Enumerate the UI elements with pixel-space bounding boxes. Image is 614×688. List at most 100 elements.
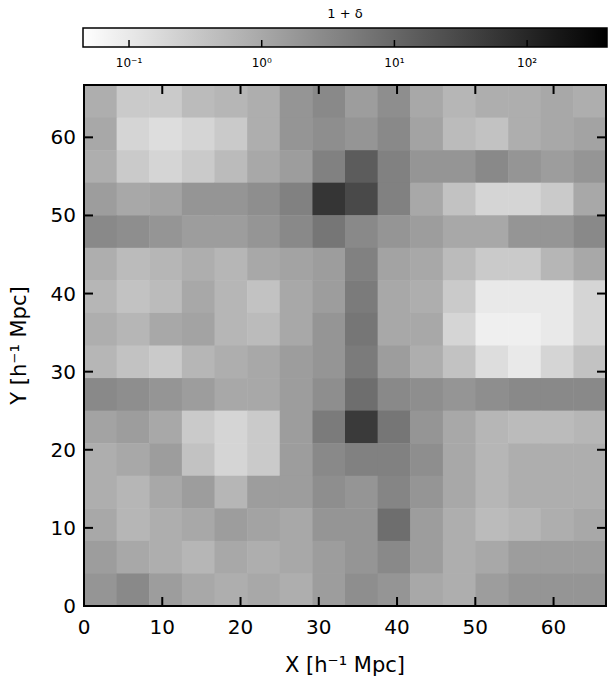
density-cell bbox=[508, 215, 541, 248]
density-cell bbox=[410, 248, 443, 281]
density-cell bbox=[508, 443, 541, 476]
density-cell bbox=[182, 443, 215, 476]
density-cell bbox=[215, 541, 248, 574]
density-cell bbox=[573, 508, 606, 541]
density-cell bbox=[573, 183, 606, 216]
y-tick-right bbox=[597, 527, 606, 529]
x-tick bbox=[396, 597, 398, 606]
density-cell bbox=[149, 346, 182, 379]
density-cell bbox=[182, 85, 215, 118]
density-cell bbox=[541, 85, 574, 118]
density-cell bbox=[443, 118, 476, 151]
density-cell bbox=[149, 85, 182, 118]
density-cell bbox=[378, 150, 411, 183]
density-cell bbox=[476, 215, 509, 248]
density-cell bbox=[215, 443, 248, 476]
density-cell bbox=[410, 313, 443, 346]
density-cell bbox=[345, 346, 378, 379]
density-cell bbox=[215, 476, 248, 509]
density-cell bbox=[378, 573, 411, 606]
density-cell bbox=[247, 313, 280, 346]
density-cell bbox=[476, 118, 509, 151]
colorbar-tick bbox=[526, 40, 528, 47]
x-tick bbox=[83, 597, 85, 606]
density-cell bbox=[508, 118, 541, 151]
x-tick-top bbox=[553, 85, 555, 94]
density-cell bbox=[541, 411, 574, 444]
y-axis-label: Y [h⁻¹ Mpc] bbox=[7, 286, 31, 405]
density-cell bbox=[84, 85, 117, 118]
density-cell bbox=[149, 541, 182, 574]
density-cell bbox=[312, 183, 345, 216]
density-cell bbox=[345, 183, 378, 216]
density-cell bbox=[247, 215, 280, 248]
density-cell bbox=[508, 313, 541, 346]
density-cell bbox=[345, 150, 378, 183]
density-cell bbox=[345, 215, 378, 248]
density-cell bbox=[84, 378, 117, 411]
density-cell bbox=[84, 183, 117, 216]
density-cell bbox=[345, 541, 378, 574]
density-cell bbox=[149, 476, 182, 509]
density-cell bbox=[247, 508, 280, 541]
density-cell bbox=[573, 573, 606, 606]
density-cell bbox=[345, 280, 378, 313]
density-cell bbox=[117, 573, 150, 606]
density-cell bbox=[378, 378, 411, 411]
density-cell bbox=[443, 508, 476, 541]
density-cell bbox=[378, 118, 411, 151]
y-tick-right bbox=[597, 449, 606, 451]
density-cell bbox=[541, 378, 574, 411]
colorbar-tick-label: 10⁰ bbox=[252, 56, 272, 70]
y-tick-right bbox=[597, 371, 606, 373]
y-tick bbox=[84, 605, 93, 607]
density-cell bbox=[345, 313, 378, 346]
density-cell bbox=[215, 346, 248, 379]
density-cell bbox=[410, 411, 443, 444]
density-cell bbox=[312, 541, 345, 574]
density-cell bbox=[215, 411, 248, 444]
density-cell bbox=[378, 183, 411, 216]
density-cell bbox=[84, 476, 117, 509]
plot-frame bbox=[84, 85, 606, 606]
density-cell bbox=[476, 573, 509, 606]
density-cell bbox=[247, 378, 280, 411]
density-cell bbox=[573, 541, 606, 574]
density-cell bbox=[149, 150, 182, 183]
density-cell bbox=[215, 118, 248, 151]
x-tick-label: 20 bbox=[228, 615, 253, 639]
density-cell bbox=[280, 280, 313, 313]
y-tick-label: 40 bbox=[51, 282, 76, 306]
density-cell bbox=[573, 118, 606, 151]
density-cell bbox=[84, 215, 117, 248]
density-cell bbox=[215, 85, 248, 118]
density-cell bbox=[117, 118, 150, 151]
y-tick-label: 20 bbox=[51, 438, 76, 462]
density-cell bbox=[215, 215, 248, 248]
colorbar-tick-label: 10² bbox=[517, 56, 537, 70]
density-cell bbox=[443, 573, 476, 606]
density-cell bbox=[378, 215, 411, 248]
density-cell bbox=[280, 150, 313, 183]
y-tick bbox=[84, 527, 93, 529]
y-tick bbox=[84, 449, 93, 451]
density-cell bbox=[508, 573, 541, 606]
density-cell bbox=[84, 280, 117, 313]
density-cell bbox=[508, 150, 541, 183]
density-cell bbox=[378, 411, 411, 444]
density-cell bbox=[508, 346, 541, 379]
density-cell bbox=[215, 183, 248, 216]
density-cell bbox=[508, 411, 541, 444]
density-cell bbox=[573, 411, 606, 444]
density-cell bbox=[149, 411, 182, 444]
density-cell bbox=[345, 476, 378, 509]
density-cell bbox=[443, 346, 476, 379]
x-tick-top bbox=[161, 85, 163, 94]
density-cell bbox=[84, 411, 117, 444]
colorbar-tick bbox=[128, 40, 130, 47]
density-cell bbox=[443, 313, 476, 346]
density-cell bbox=[312, 85, 345, 118]
density-cell bbox=[443, 411, 476, 444]
density-cell bbox=[541, 215, 574, 248]
y-tick bbox=[84, 371, 93, 373]
